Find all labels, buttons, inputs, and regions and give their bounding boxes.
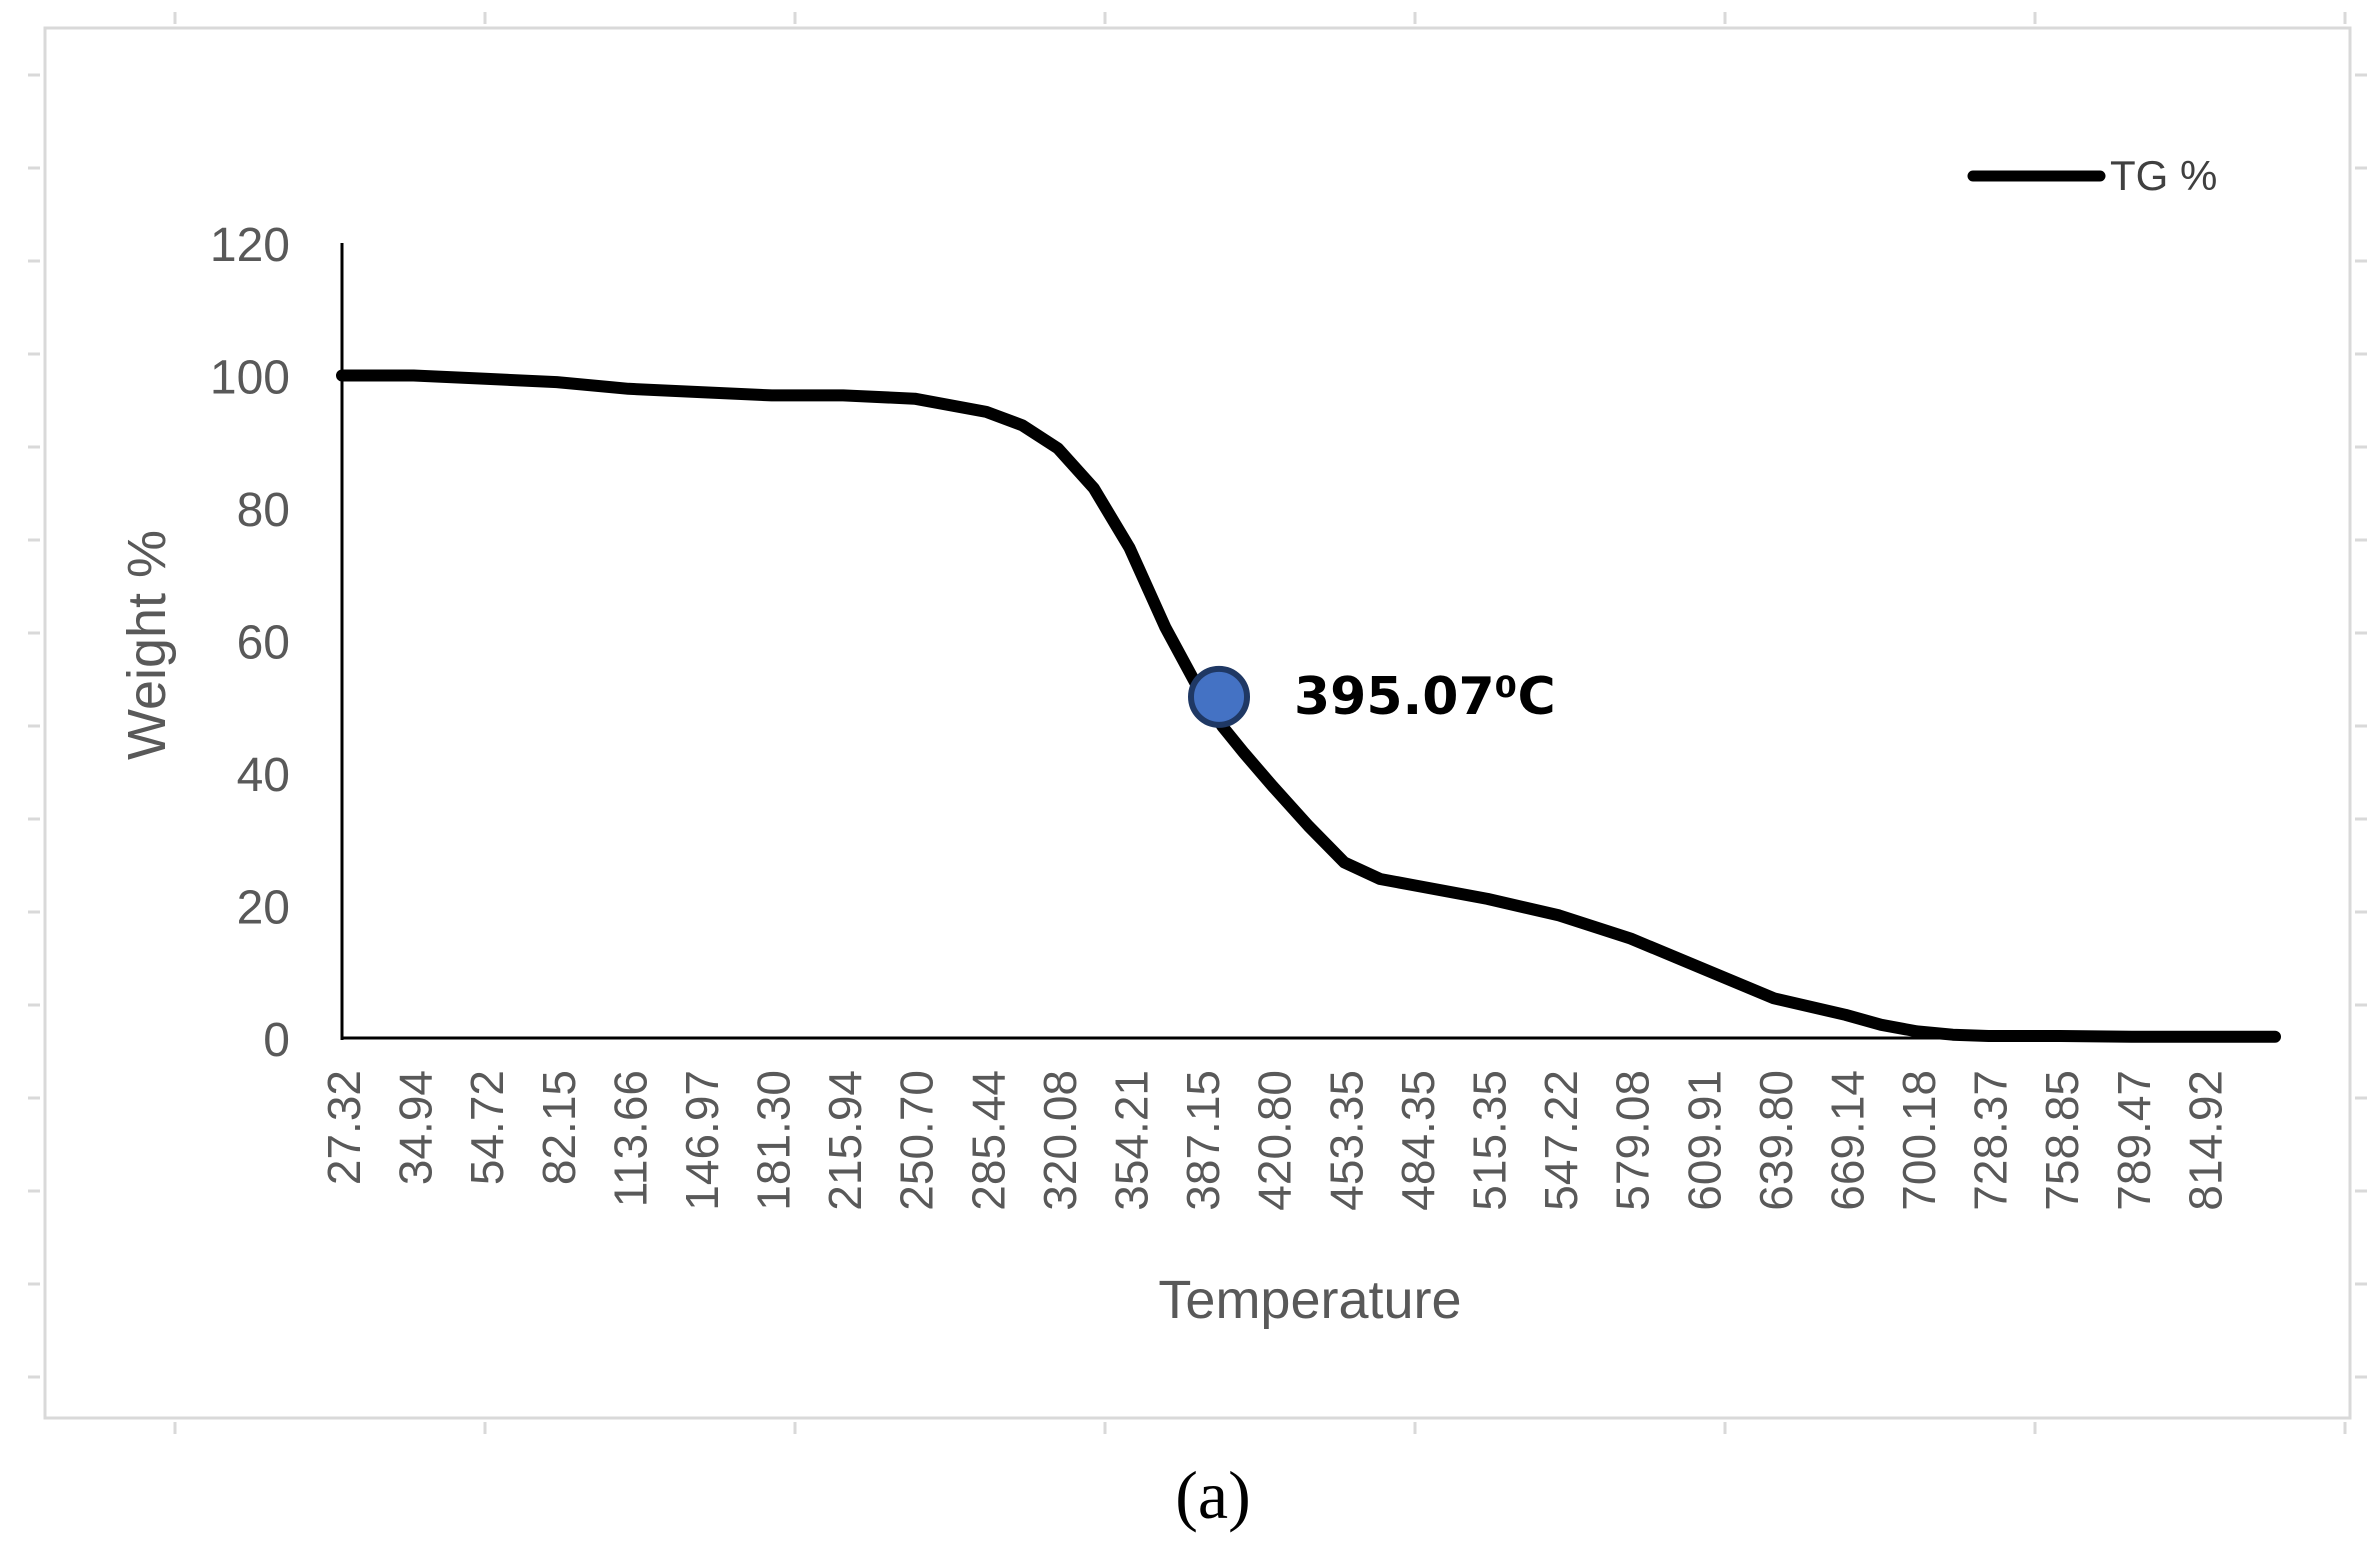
series-line-tg bbox=[336, 369, 2281, 1043]
y-tick-labels: 0 20 40 60 80 100 120 bbox=[210, 219, 290, 1067]
x-tick-label: 215.94 bbox=[819, 1070, 871, 1211]
x-tick-label: 453.35 bbox=[1320, 1070, 1372, 1211]
x-tick-labels: 27.32 34.94 54.72 82.15 113.66 146.97 181.30 21… bbox=[318, 1070, 2231, 1211]
annotation-layer: 395.07⁰C bbox=[1188, 665, 1556, 728]
x-tick-label: 113.66 bbox=[604, 1070, 656, 1207]
x-tick-label: 579.08 bbox=[1607, 1070, 1659, 1211]
figure-caption: (a) bbox=[1175, 1457, 1250, 1533]
x-tick-label: 27.32 bbox=[318, 1070, 370, 1185]
y-tick-label: 100 bbox=[210, 352, 290, 405]
y-tick-label: 80 bbox=[237, 484, 290, 537]
x-tick-label: 146.97 bbox=[676, 1070, 728, 1211]
x-tick-label: 547.22 bbox=[1535, 1070, 1587, 1211]
x-tick-label: 320.08 bbox=[1034, 1070, 1086, 1211]
x-tick-label: 728.37 bbox=[1965, 1070, 2017, 1211]
y-axis-title: Weight % bbox=[117, 530, 177, 760]
x-tick-label: 700.18 bbox=[1893, 1070, 1945, 1211]
y-tick-label: 20 bbox=[237, 882, 290, 935]
y-tick-label: 60 bbox=[237, 617, 290, 670]
y-tick-label: 40 bbox=[237, 749, 290, 802]
x-tick-label: 181.30 bbox=[748, 1070, 800, 1211]
x-tick-label: 354.21 bbox=[1106, 1070, 1158, 1211]
x-tick-label: 789.47 bbox=[2108, 1070, 2160, 1211]
x-tick-label: 82.15 bbox=[533, 1070, 585, 1185]
annotation-label: 395.07⁰C bbox=[1294, 667, 1556, 727]
x-tick-label: 250.70 bbox=[891, 1070, 943, 1211]
x-tick-label: 420.80 bbox=[1249, 1070, 1301, 1211]
y-tick-label: 120 bbox=[210, 219, 290, 272]
legend: TG % bbox=[1967, 152, 2217, 199]
x-tick-label: 54.72 bbox=[461, 1070, 513, 1185]
frame-ticks bbox=[28, 12, 2367, 1434]
x-tick-label: 484.35 bbox=[1392, 1070, 1444, 1211]
x-tick-label: 669.14 bbox=[1821, 1070, 1873, 1211]
y-tick-label: 0 bbox=[263, 1014, 290, 1067]
annotation-marker bbox=[1188, 665, 1251, 728]
x-tick-label: 814.92 bbox=[2179, 1070, 2231, 1211]
series-layer bbox=[336, 369, 2281, 1043]
x-tick-label: 758.85 bbox=[2036, 1070, 2088, 1211]
x-tick-label: 609.91 bbox=[1678, 1070, 1730, 1211]
x-tick-label: 387.15 bbox=[1177, 1070, 1229, 1211]
chart-frame bbox=[43, 26, 2352, 1420]
x-tick-label: 34.94 bbox=[390, 1070, 442, 1185]
legend-label: TG % bbox=[2110, 152, 2217, 199]
x-tick-label: 515.35 bbox=[1463, 1070, 1515, 1211]
x-axis-title: Temperature bbox=[1158, 1270, 1461, 1330]
x-tick-label: 285.44 bbox=[962, 1070, 1014, 1211]
x-tick-label: 639.80 bbox=[1750, 1070, 1802, 1211]
